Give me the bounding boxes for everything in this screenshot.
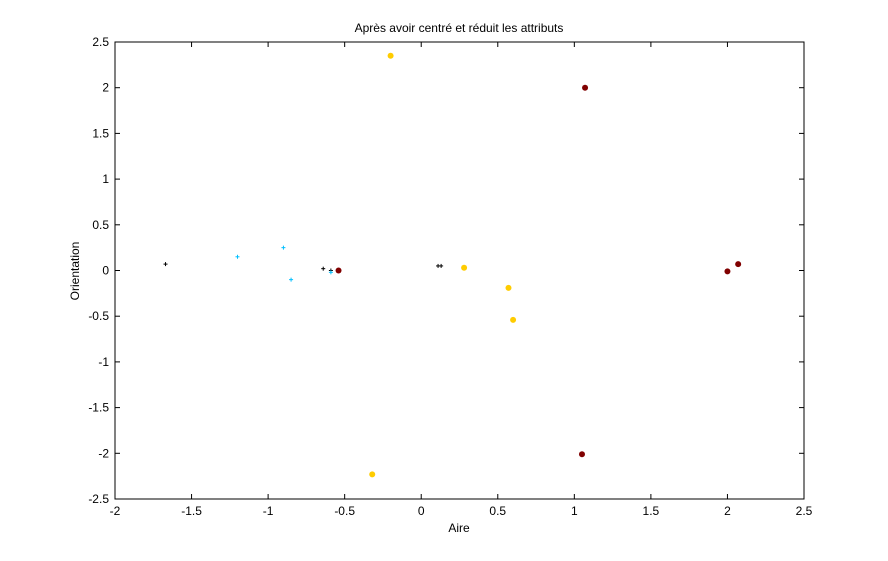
y-tick-label: -1 <box>98 355 109 369</box>
y-tick-label: 0 <box>102 264 109 278</box>
x-tick-label: 1.5 <box>643 504 660 518</box>
data-point <box>369 471 376 478</box>
y-tick-label: 1 <box>102 172 109 186</box>
data-point <box>335 267 342 274</box>
chart-title: Après avoir centré et réduit les attribu… <box>355 21 564 35</box>
data-point <box>439 263 444 268</box>
data-point <box>461 264 468 271</box>
data-point <box>582 84 589 91</box>
data-points <box>163 52 742 478</box>
y-axis-label: Orientation <box>68 242 82 301</box>
y-tick-label: -1.5 <box>88 401 109 415</box>
data-point <box>281 245 286 250</box>
data-point <box>735 261 742 268</box>
x-tick-label: -2 <box>110 504 121 518</box>
x-tick-label: 1 <box>571 504 578 518</box>
x-tick-label: -0.5 <box>334 504 355 518</box>
x-axis-label: Aire <box>448 521 470 535</box>
data-point <box>724 268 731 275</box>
data-point <box>505 284 512 291</box>
y-tick-label: 1.5 <box>92 126 109 140</box>
y-tick-label: 2.5 <box>92 35 109 49</box>
plot-area <box>114 41 805 500</box>
y-tick-label: 2 <box>102 81 109 95</box>
x-tick-label: 2 <box>724 504 731 518</box>
y-tick-label: 0.5 <box>92 218 109 232</box>
data-point <box>328 270 333 275</box>
y-tick-label: -2.5 <box>88 492 109 506</box>
y-tick-label: -0.5 <box>88 309 109 323</box>
data-point <box>289 277 294 282</box>
data-point <box>578 451 585 458</box>
x-tick-label: 0 <box>418 504 425 518</box>
x-tick-label: 2.5 <box>796 504 813 518</box>
data-point <box>235 254 240 259</box>
x-tick-label: -1.5 <box>181 504 202 518</box>
y-tick-label: -2 <box>98 446 109 460</box>
x-tick-label: 0.5 <box>489 504 506 518</box>
x-axis-ticks: -2 -1.5 -1 -0.5 0 0.5 1 1.5 2 2.5 <box>110 42 813 518</box>
data-point <box>163 262 168 267</box>
y-axis-ticks: -2.5 -2 -1.5 -1 -0.5 0 0.5 1 1.5 2 2.5 <box>88 35 804 506</box>
x-tick-label: -1 <box>263 504 274 518</box>
data-point <box>387 52 394 59</box>
data-point <box>510 316 517 323</box>
data-point <box>321 266 326 271</box>
